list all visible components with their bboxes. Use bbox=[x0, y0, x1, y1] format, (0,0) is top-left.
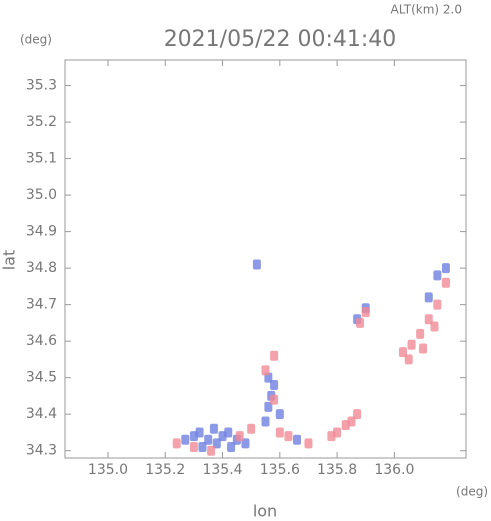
echo bbox=[433, 299, 442, 310]
echo bbox=[398, 347, 407, 358]
y-tick-label: 34.5 bbox=[26, 370, 57, 386]
x-tick-label: 135.2 bbox=[145, 462, 185, 478]
echo bbox=[227, 442, 236, 453]
y-tick-label: 35.0 bbox=[26, 187, 57, 203]
echo bbox=[195, 427, 204, 438]
echo bbox=[224, 427, 233, 438]
echo bbox=[235, 431, 244, 442]
echo bbox=[275, 427, 284, 438]
y-axis-label: lat bbox=[0, 250, 19, 271]
echo bbox=[284, 431, 293, 442]
echo bbox=[419, 343, 428, 354]
echo bbox=[430, 321, 439, 332]
echo bbox=[407, 339, 416, 350]
x-unit: (deg) bbox=[456, 485, 488, 499]
y-tick-label: 35.3 bbox=[26, 78, 57, 94]
echo bbox=[270, 394, 279, 405]
x-tick-label: 135.8 bbox=[317, 462, 357, 478]
y-tick-label: 34.4 bbox=[26, 406, 57, 422]
y-tick-label: 34.9 bbox=[26, 224, 57, 240]
echo bbox=[433, 270, 442, 281]
echo bbox=[361, 306, 370, 317]
echo bbox=[252, 259, 261, 270]
echo bbox=[441, 277, 450, 288]
x-tick-label: 135.6 bbox=[260, 462, 300, 478]
echo bbox=[241, 438, 250, 449]
y-tick-label: 34.8 bbox=[26, 260, 57, 276]
echo bbox=[264, 401, 273, 412]
y-unit: (deg) bbox=[20, 33, 52, 47]
echo bbox=[347, 416, 356, 427]
echo bbox=[261, 365, 270, 376]
echo bbox=[441, 263, 450, 274]
echo bbox=[198, 442, 207, 453]
echo bbox=[333, 427, 342, 438]
echo bbox=[212, 438, 221, 449]
echo bbox=[247, 423, 256, 434]
echo bbox=[404, 354, 413, 365]
echo bbox=[293, 434, 302, 445]
x-tick-label: 136.0 bbox=[374, 462, 414, 478]
echo bbox=[207, 445, 216, 456]
x-axis-label: lon bbox=[253, 502, 277, 521]
y-tick-label: 35.2 bbox=[26, 114, 57, 130]
echo bbox=[172, 438, 181, 449]
echo bbox=[424, 314, 433, 325]
echo bbox=[270, 350, 279, 361]
echo bbox=[356, 317, 365, 328]
y-tick-label: 34.6 bbox=[26, 333, 57, 349]
echo bbox=[181, 434, 190, 445]
echo bbox=[270, 379, 279, 390]
echo bbox=[416, 328, 425, 339]
echo bbox=[424, 292, 433, 303]
y-tick-label: 34.3 bbox=[26, 443, 57, 459]
echo bbox=[204, 434, 213, 445]
y-tick-label: 34.7 bbox=[26, 297, 57, 313]
echo bbox=[353, 409, 362, 420]
y-tick-label: 35.1 bbox=[26, 151, 57, 167]
echo bbox=[189, 442, 198, 453]
echo bbox=[304, 438, 313, 449]
x-tick-label: 135.0 bbox=[88, 462, 128, 478]
chart-title: 2021/05/22 00:41:40 bbox=[164, 27, 397, 52]
x-tick-label: 135.4 bbox=[202, 462, 242, 478]
echo bbox=[261, 416, 270, 427]
annotation: ALT(km) 2.0 bbox=[391, 3, 462, 17]
plot-frame bbox=[64, 59, 467, 459]
echo bbox=[209, 423, 218, 434]
echo bbox=[275, 409, 284, 420]
